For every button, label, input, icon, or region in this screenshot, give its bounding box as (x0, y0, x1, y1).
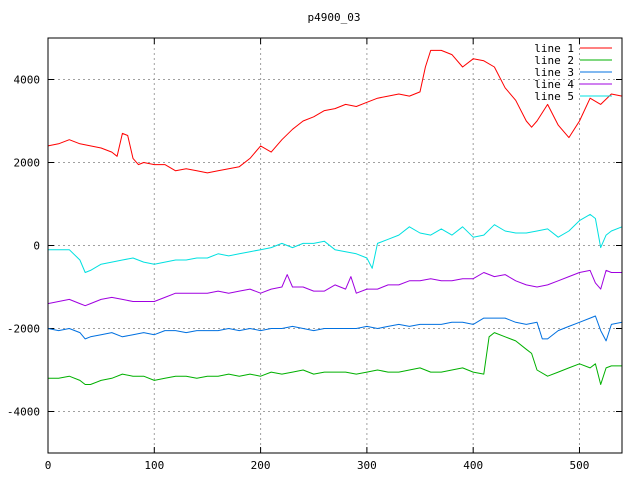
y-tick-label: 2000 (14, 157, 41, 170)
y-tick-label: 4000 (14, 74, 41, 87)
y-tick-label: -2000 (7, 323, 40, 336)
plot-frame (47, 37, 623, 454)
x-tick-label: 300 (357, 459, 377, 472)
series-line-4 (47, 269, 622, 307)
legend-label: line 4 (534, 78, 574, 91)
x-tick-label: 0 (45, 459, 52, 472)
legend-label: line 5 (534, 90, 574, 103)
x-tick-label: 100 (144, 459, 164, 472)
x-tick-label: 200 (251, 459, 271, 472)
y-tick-label: -4000 (7, 406, 40, 419)
series-line-5 (48, 213, 623, 273)
legend-label: line 2 (534, 54, 574, 67)
series-group (47, 49, 623, 385)
axes: 0 100 200 300 400 500 -4000 -2000 0 2000 4000 (7, 38, 622, 472)
series-line-2 (48, 332, 622, 385)
legend-label: line 1 (534, 42, 574, 55)
chart-title: p4900_03 (308, 11, 361, 24)
y-tick-label: 0 (33, 240, 40, 253)
series-line-3 (47, 315, 623, 342)
legend-label: line 3 (534, 66, 574, 79)
x-tick-label: 400 (463, 459, 483, 472)
series-line-1 (47, 49, 623, 174)
x-tick-label: 500 (570, 459, 590, 472)
